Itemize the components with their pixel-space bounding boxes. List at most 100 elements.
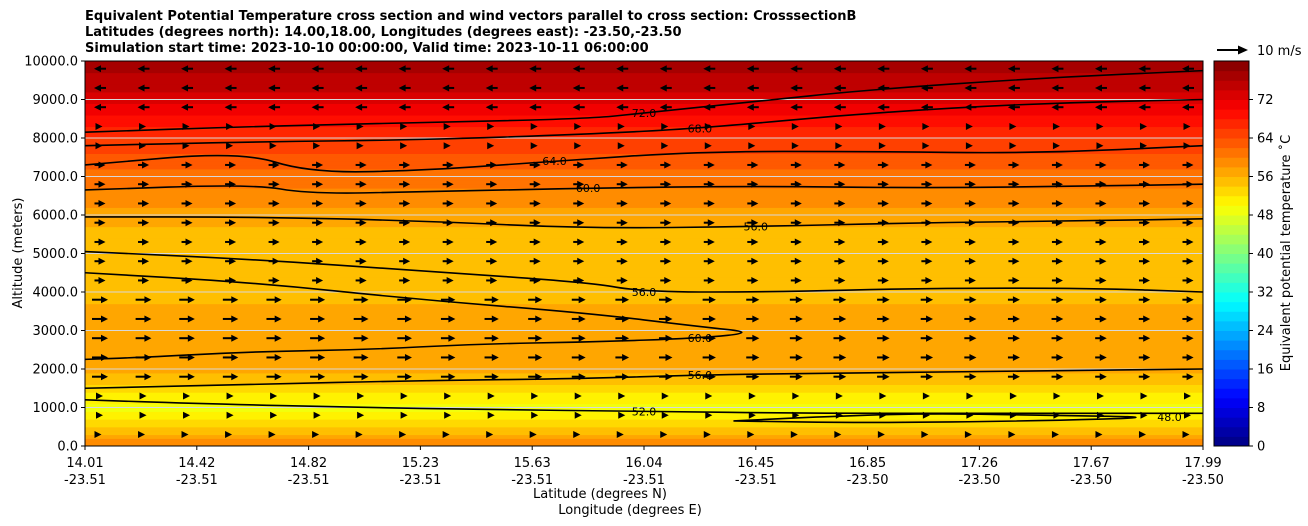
wind-arrow-head xyxy=(1008,430,1016,438)
wind-arrow-head xyxy=(1055,219,1063,227)
wind-arrow-head xyxy=(751,276,759,284)
wind-arrow-head xyxy=(703,84,711,92)
wind-arrow-head xyxy=(359,257,367,265)
wind-arrow-head xyxy=(616,84,624,92)
wind-arrow-head xyxy=(966,392,974,400)
wind-arrow-head xyxy=(1056,334,1064,342)
wind-vectors xyxy=(92,65,1194,438)
x-tick-label-longitude: -23.51 xyxy=(511,473,553,488)
wind-arrow-head xyxy=(486,430,494,438)
wind-arrow-head xyxy=(487,142,495,150)
wind-arrow-head xyxy=(1139,142,1147,150)
wind-arrow-head xyxy=(229,161,237,169)
wind-arrow-head xyxy=(533,161,541,169)
wind-arrow-head xyxy=(1056,315,1064,323)
field-band xyxy=(85,249,1203,255)
field-band xyxy=(85,361,1203,366)
colorbar-segment xyxy=(1214,292,1249,303)
wind-arrow-head xyxy=(659,65,667,73)
wind-arrow-head xyxy=(446,238,454,246)
wind-arrow-head xyxy=(751,161,759,169)
wind-arrow-head xyxy=(98,219,106,227)
field-band xyxy=(85,326,1203,332)
field-band xyxy=(85,407,1203,412)
wind-arrow-head xyxy=(1009,411,1017,419)
wind-arrow-head xyxy=(1186,199,1194,207)
contour-line xyxy=(85,144,1203,173)
wind-arrow-head xyxy=(400,411,408,419)
wind-arrow-head xyxy=(226,392,234,400)
wind-arrow-head xyxy=(839,315,847,323)
wind-arrow-head xyxy=(968,276,976,284)
wind-arrow-head xyxy=(485,103,493,111)
wind-arrow-head xyxy=(491,315,499,323)
wind-arrow-head xyxy=(181,430,189,438)
wind-arrow-head xyxy=(403,199,411,207)
field-band xyxy=(85,191,1203,197)
colorbar-tick-label: 16 xyxy=(1257,363,1274,378)
wind-arrow-head xyxy=(443,122,451,130)
wind-arrow-head xyxy=(664,257,672,265)
field-band xyxy=(85,199,1203,205)
wind-arrow-head xyxy=(1182,430,1190,438)
colorbar-segment xyxy=(1214,99,1249,110)
colorbar-segment xyxy=(1214,80,1249,91)
wind-arrow-head xyxy=(311,65,319,73)
wind-arrow-head xyxy=(361,315,369,323)
wind-arrow-head xyxy=(139,411,147,419)
wind-arrow-head xyxy=(229,276,237,284)
x-tick-label-latitude: 16.45 xyxy=(737,456,774,471)
field-band xyxy=(85,103,1203,108)
colorbar-segment xyxy=(1214,282,1249,293)
wind-arrow-head xyxy=(1056,353,1064,361)
field-band xyxy=(85,234,1203,239)
wind-arrow-head xyxy=(398,84,406,92)
x-tick-label-latitude: 15.23 xyxy=(402,456,439,471)
wind-arrow-head xyxy=(1186,353,1194,361)
field-band xyxy=(85,399,1203,405)
wind-arrow-head xyxy=(1099,334,1107,342)
wind-arrow-head xyxy=(142,238,150,246)
wind-arrow-head xyxy=(224,103,232,111)
field-band xyxy=(85,422,1203,428)
wind-arrow-head xyxy=(1142,199,1150,207)
x-tick-label-latitude: 14.82 xyxy=(290,456,327,471)
wind-arrow-head xyxy=(661,411,669,419)
field-band xyxy=(85,72,1203,77)
wind-arrow-head xyxy=(274,353,282,361)
wind-arrow-head xyxy=(313,392,321,400)
wind-arrow-head xyxy=(142,276,150,284)
wind-arrow-head xyxy=(665,296,673,304)
wind-arrow-head xyxy=(404,296,412,304)
colorbar-segment xyxy=(1214,253,1249,264)
field-band xyxy=(85,76,1203,81)
colorbar-segment xyxy=(1214,118,1249,129)
field-band xyxy=(85,392,1203,397)
wind-arrow-head xyxy=(94,65,101,73)
wind-arrow-head xyxy=(1186,334,1194,342)
contour-line xyxy=(85,368,1203,390)
wind-arrow-head xyxy=(144,353,152,361)
wind-arrow-head xyxy=(270,411,278,419)
wind-arrow-head xyxy=(616,65,624,73)
wind-arrow-head xyxy=(838,180,846,188)
wind-arrow-head xyxy=(398,103,406,111)
wind-arrow-head xyxy=(969,315,977,323)
wind-arrow-head xyxy=(444,392,452,400)
colorbar-segment xyxy=(1214,426,1249,437)
wind-arrow-head xyxy=(442,65,450,73)
wind-arrow-head xyxy=(925,199,933,207)
wind-arrow-head xyxy=(268,430,276,438)
wind-arrow-head xyxy=(533,199,541,207)
wind-arrow-head xyxy=(272,199,280,207)
wind-arrow-head xyxy=(274,373,282,381)
contour-label: 64.0 xyxy=(542,155,567,168)
field-band xyxy=(85,99,1203,104)
colorbar-segment xyxy=(1214,349,1249,360)
y-tick-label: 4000.0 xyxy=(33,286,79,301)
colorbar-tick-label: 8 xyxy=(1257,401,1265,416)
wind-arrow-head xyxy=(877,84,885,92)
wind-arrow-head xyxy=(533,257,541,265)
wind-arrow-head xyxy=(1051,430,1059,438)
